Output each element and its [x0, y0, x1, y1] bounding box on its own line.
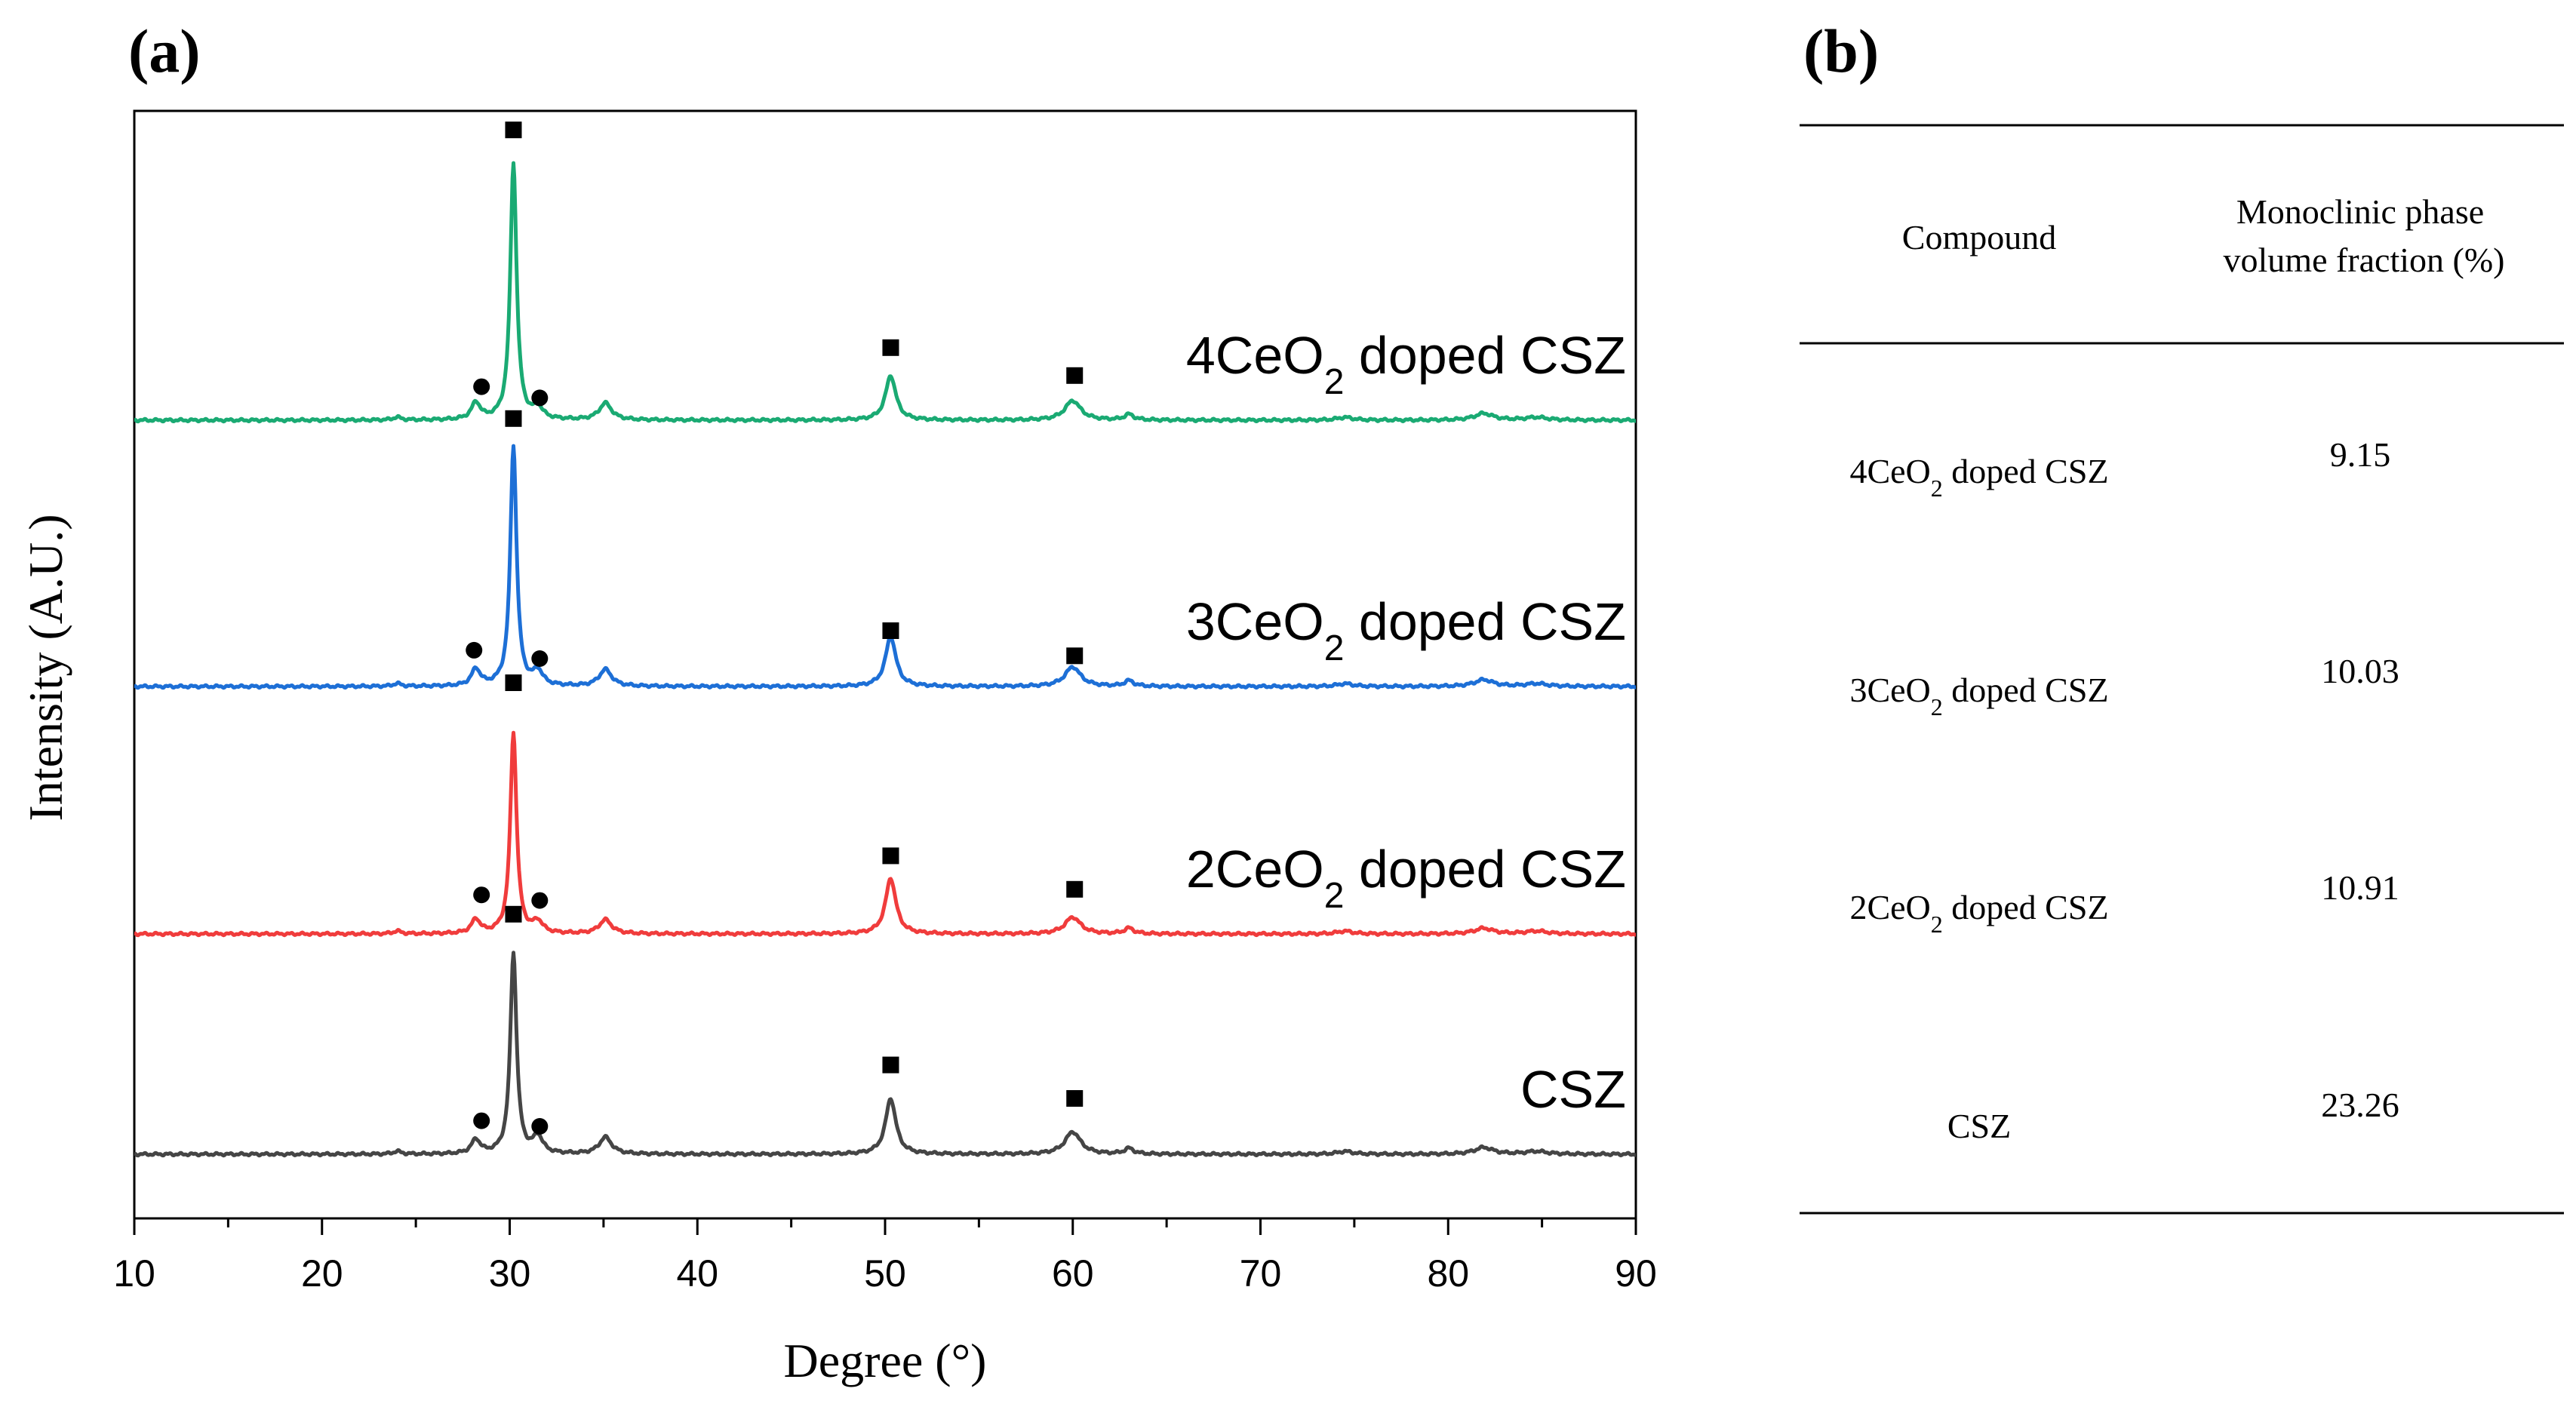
tetragonal-square-marker: [505, 674, 522, 691]
x-tick-label: 20: [301, 1252, 343, 1295]
table-cell-fraction: 10.91: [2321, 868, 2399, 907]
x-axis-ticks: [133, 1218, 1637, 1235]
monoclinic-circle-marker: [531, 1118, 549, 1135]
table-cell-compound: 2CeO2 doped CSZ: [1849, 888, 2108, 938]
tetragonal-square-marker: [505, 410, 522, 427]
x-tick-label: 80: [1427, 1252, 1469, 1295]
table-cell-fraction: 23.26: [2321, 1086, 2399, 1124]
series-label: 3CeO2 doped CSZ: [1186, 592, 1626, 668]
table-rows: 4CeO2 doped CSZ 9.15 3CeO2 doped CSZ 10.03 2…: [1849, 435, 2399, 1145]
tetragonal-square-marker: [505, 905, 522, 923]
series-label: CSZ: [1520, 1060, 1626, 1119]
series-line: [133, 730, 1637, 938]
table-cell-compound: CSZ: [1947, 1107, 2011, 1145]
monoclinic-circle-marker: [473, 1112, 490, 1129]
x-tick-label: 40: [676, 1252, 718, 1295]
tetragonal-square-marker: [882, 622, 899, 639]
series-labels: 4CeO2 doped CSZ 3CeO2 doped CSZ 2CeO2 dope…: [1186, 326, 1626, 1119]
series-label: 2CeO2 doped CSZ: [1186, 840, 1626, 916]
monoclinic-circle-marker: [473, 886, 490, 904]
series-line: [133, 951, 1637, 1158]
tetragonal-square-marker: [882, 339, 899, 356]
panel-a-label: (a): [128, 17, 201, 85]
monoclinic-circle-marker: [466, 641, 483, 659]
series-line: [133, 161, 1637, 424]
x-tick-label: 50: [864, 1252, 906, 1295]
x-tick-label: 30: [489, 1252, 531, 1295]
tetragonal-square-marker: [882, 847, 899, 865]
tetragonal-square-marker: [1066, 880, 1084, 898]
table-header-compound: Compound: [1902, 218, 2056, 257]
x-axis-tick-labels: 10 20 30 40 50 60 70 80 90: [113, 1252, 1657, 1295]
tetragonal-square-marker: [505, 121, 522, 139]
phase-fraction-table: Compound Monoclinic phase volume fractio…: [1800, 124, 2564, 1215]
monoclinic-circle-marker: [473, 378, 490, 395]
y-axis-title: Intensity (A.U.): [19, 514, 72, 821]
x-tick-label: 10: [113, 1252, 155, 1295]
x-tick-label: 60: [1052, 1252, 1094, 1295]
x-tick-label: 90: [1615, 1252, 1657, 1295]
series-line: [133, 444, 1637, 690]
tetragonal-square-marker: [1066, 367, 1084, 384]
table-header-fraction-line1: Monoclinic phase: [2236, 192, 2484, 231]
monoclinic-circle-marker: [531, 650, 549, 667]
tetragonal-square-marker: [1066, 647, 1084, 665]
x-tick-label: 70: [1240, 1252, 1282, 1295]
tetragonal-square-marker: [882, 1056, 899, 1074]
series-group: [133, 161, 1637, 1158]
monoclinic-circle-marker: [531, 892, 549, 909]
table-cell-fraction: 9.15: [2330, 435, 2391, 474]
xrd-chart: 10 20 30 40 50 60 70 80 90 4CeO2 doped CSZ 3CeO2 …: [19, 109, 1657, 1387]
monoclinic-circle-marker: [531, 389, 549, 407]
table-header-fraction-line2: volume fraction (%): [2224, 241, 2505, 279]
panel-b-label: (b): [1803, 17, 1879, 85]
series-label: 4CeO2 doped CSZ: [1186, 326, 1626, 402]
table-cell-compound: 3CeO2 doped CSZ: [1849, 671, 2108, 720]
table-cell-fraction: 10.03: [2321, 652, 2399, 690]
x-axis-title: Degree (°): [784, 1334, 987, 1387]
tetragonal-square-marker: [1066, 1090, 1084, 1107]
phase-markers: [466, 121, 1084, 1135]
table-cell-compound: 4CeO2 doped CSZ: [1849, 452, 2108, 502]
